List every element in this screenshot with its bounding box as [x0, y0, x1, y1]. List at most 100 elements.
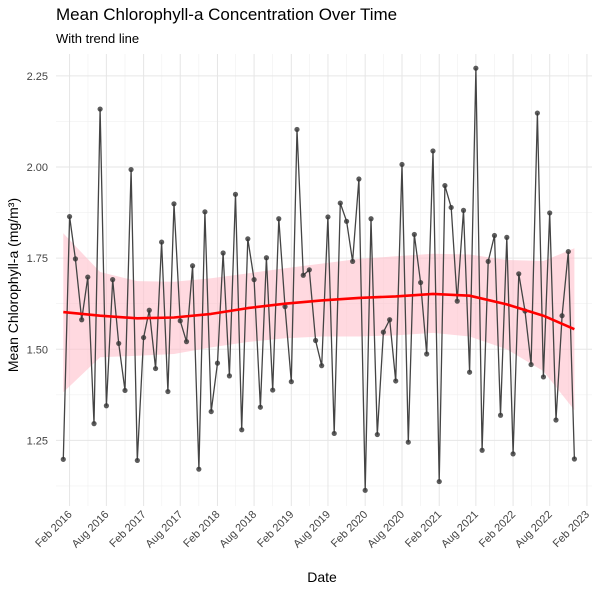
data-point: [270, 387, 276, 393]
trend-line: [63, 292, 575, 331]
x-tick-label: Feb 2019: [255, 509, 296, 550]
data-point: [177, 318, 183, 324]
data-point: [60, 456, 66, 462]
y-tick-label: 1.25: [27, 435, 48, 447]
y-tick-labels: 1.25 1.50 1.75 2.00 2.25: [27, 71, 48, 448]
x-tick-label: Feb 2020: [329, 509, 370, 550]
chart-subtitle: With trend line: [56, 31, 139, 46]
data-point: [159, 239, 165, 245]
data-point: [116, 340, 122, 347]
data-point: [362, 487, 368, 493]
data-point: [141, 334, 147, 341]
x-tick-label: Aug 2022: [513, 509, 555, 551]
data-point: [479, 447, 485, 453]
data-point: [331, 430, 337, 437]
data-point: [232, 191, 239, 197]
data-point: [337, 200, 343, 206]
x-tick-label: Feb 2021: [403, 509, 444, 550]
data-point: [202, 209, 208, 215]
data-point: [393, 378, 399, 384]
x-tick-label: Aug 2017: [144, 509, 186, 551]
x-tick-label: Aug 2020: [365, 509, 407, 551]
x-tick-label: Aug 2019: [291, 509, 333, 551]
data-point: [368, 216, 374, 222]
series-line-layer: [62, 68, 576, 491]
observed-series-line: [62, 68, 576, 491]
data-point: [208, 408, 214, 415]
data-point: [559, 313, 565, 319]
data-point: [134, 457, 140, 464]
data-point: [276, 216, 282, 222]
data-point: [196, 466, 202, 472]
x-tick-label: Feb 2023: [551, 509, 592, 550]
data-point: [547, 210, 553, 216]
data-point: [356, 176, 362, 182]
data-point: [399, 161, 405, 168]
y-tick-label: 2.25: [27, 71, 48, 83]
data-point: [97, 106, 103, 112]
trend-line-layer: [63, 292, 575, 331]
x-tick-label: Feb 2018: [181, 509, 222, 550]
y-tick-label: 1.50: [27, 344, 48, 356]
data-point: [110, 277, 116, 283]
data-point: [165, 388, 171, 395]
data-point: [516, 271, 522, 277]
data-point: [466, 369, 473, 375]
data-point: [66, 213, 73, 220]
data-point: [454, 298, 460, 304]
data-point: [183, 339, 190, 345]
data-point: [374, 431, 380, 438]
data-point: [553, 417, 559, 423]
data-point: [189, 263, 196, 269]
chart-title: Mean Chlorophyll-a Concentration Over Ti…: [56, 5, 397, 24]
data-point: [319, 363, 325, 369]
data-point: [72, 256, 79, 262]
data-point: [325, 214, 331, 220]
data-point: [430, 148, 436, 154]
data-point: [460, 207, 467, 213]
data-point: [306, 267, 312, 273]
data-point: [226, 373, 233, 379]
data-point: [405, 439, 411, 445]
data-point: [294, 126, 300, 133]
data-point: [491, 232, 498, 239]
data-point: [504, 234, 510, 240]
data-point-layer: [60, 65, 577, 493]
y-tick-label: 1.75: [27, 253, 48, 265]
data-point: [380, 329, 386, 335]
data-point: [103, 403, 109, 409]
data-point: [288, 379, 294, 385]
data-point: [473, 65, 479, 71]
data-point: [540, 374, 547, 380]
data-point: [152, 365, 159, 372]
data-point: [565, 248, 571, 255]
data-point: [571, 456, 577, 462]
y-tick-label: 2.00: [27, 162, 48, 174]
x-tick-label: Feb 2022: [477, 509, 518, 550]
data-point: [411, 231, 417, 238]
x-tick-label: Aug 2021: [439, 509, 481, 551]
x-axis-title: Date: [307, 569, 337, 585]
data-point: [485, 258, 491, 265]
data-point: [313, 337, 319, 344]
data-point: [79, 317, 85, 323]
data-point: [214, 360, 221, 366]
x-tick-label: Aug 2018: [217, 509, 259, 551]
data-point: [436, 478, 442, 485]
data-point: [510, 451, 516, 457]
data-point: [91, 421, 97, 427]
data-point: [528, 361, 534, 368]
data-point: [497, 412, 504, 418]
x-tick-label: Feb 2016: [33, 509, 74, 550]
data-point: [442, 182, 448, 189]
confidence-band: [63, 233, 575, 411]
data-point: [245, 236, 251, 242]
data-point: [534, 110, 540, 116]
data-point: [85, 274, 91, 280]
data-point: [263, 255, 270, 261]
x-tick-label: Aug 2016: [70, 509, 112, 551]
data-point: [300, 272, 306, 278]
